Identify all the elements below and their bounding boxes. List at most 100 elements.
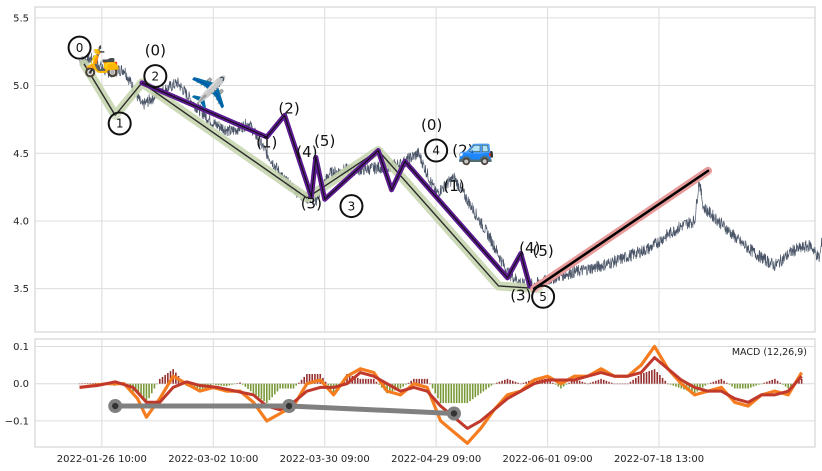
macd-hist-bar <box>584 382 586 384</box>
macd-hist-bar <box>725 382 728 384</box>
macd-hist-bar <box>439 383 442 404</box>
macd-hist-bar <box>215 383 217 385</box>
macd-hist-bar <box>458 383 461 404</box>
pivot-label: 4 <box>432 144 440 158</box>
macd-hist-bar <box>498 381 501 384</box>
macd-hist-bar <box>717 379 720 384</box>
macd-hist-bar <box>635 377 637 384</box>
macd-hist-bar <box>675 383 677 387</box>
wave-label: (5) <box>314 132 335 150</box>
vehicle-icon: 🚙 <box>458 132 495 167</box>
macd-hist-bar <box>597 379 600 384</box>
wave-label: (2) <box>452 142 473 160</box>
macd-hist-bar <box>94 382 97 384</box>
x-tick-label: 2022-07-18 13:00 <box>614 454 704 465</box>
macd-hist-bar <box>410 380 412 384</box>
macd-line <box>79 344 804 445</box>
macd-hist-bar <box>774 378 776 384</box>
price-y-tick-labels: 3.5 4.0 4.5 5.0 5.5 <box>13 13 29 295</box>
macd-hist-bar <box>223 383 225 386</box>
macd-hist-bar <box>247 383 249 390</box>
macd-hist-bar <box>715 380 717 384</box>
macd-hist-bar <box>89 383 92 384</box>
macd-hist-bar <box>699 383 701 390</box>
macd-hist-bar <box>164 374 166 384</box>
price-line <box>79 52 822 292</box>
macd-hist-bar <box>199 383 201 391</box>
macd-hist-bar <box>327 383 330 386</box>
macd-hist-bar <box>760 383 763 385</box>
macd-hist-bar <box>632 379 634 384</box>
macd-hist-bar <box>664 380 667 384</box>
macd-hist-bar <box>140 383 142 397</box>
macd-hist-bar <box>399 383 402 389</box>
pivot-circle <box>531 284 556 309</box>
macd-hist-bar <box>167 373 169 384</box>
wave-label: (0) <box>421 116 442 134</box>
macd-hist-bar <box>276 383 279 392</box>
macd-x-tick-labels: 2022-01-26 10:00 2022-03-02 10:00 2022-03-… <box>57 454 704 465</box>
macd-hist-bar <box>798 380 800 384</box>
macd-hist-bar <box>570 380 573 384</box>
macd-hist-bar <box>236 383 239 384</box>
macd-hist-bar <box>576 379 578 384</box>
macd-hist-bar <box>84 383 86 384</box>
macd-hist-bar <box>661 377 664 384</box>
macd-hist-bar <box>284 383 287 389</box>
macd-hist-bar <box>453 383 455 404</box>
macd-hist-bar <box>407 382 410 384</box>
macd-panel: 0.1 0.0 −0.1 2022-01-26 10:00 2022-03-02 10… <box>5 338 816 465</box>
macd-hist-bar <box>512 380 514 384</box>
pivot-label: 1 <box>116 117 124 131</box>
macd-hist-bar <box>81 383 84 385</box>
macd-hist-bar <box>790 383 792 387</box>
macd-hist-bar <box>239 382 241 384</box>
macd-hist-bar <box>378 383 380 385</box>
macd-hist-bar <box>771 379 774 384</box>
macd-hist-bar <box>613 383 616 385</box>
divergence-point-core <box>285 402 293 410</box>
price-y-tick-label: 3.5 <box>13 284 29 295</box>
macd-hist-bar <box>768 380 771 384</box>
macd-hist-bar <box>348 374 351 384</box>
macd-hist-bar <box>600 378 602 384</box>
macd-hist-bar <box>388 383 391 393</box>
macd-hist-bar <box>142 383 145 400</box>
macd-gridlines <box>35 339 815 447</box>
macd-hist-bar <box>469 383 471 402</box>
macd-hist-bar <box>474 383 477 398</box>
price-y-tick-label: 4.0 <box>13 216 29 227</box>
x-tick-label: 2022-01-26 10:00 <box>57 454 147 465</box>
macd-hist-bar <box>466 383 469 404</box>
wave-label: (3) <box>510 286 531 304</box>
macd-hist-bar <box>680 383 683 389</box>
macd-hist-bar <box>750 383 752 388</box>
macd-hist-bar <box>426 378 429 384</box>
macd-hist-bar <box>688 383 691 392</box>
macd-hist-bar <box>423 378 426 384</box>
macd-hist-bar <box>249 383 252 392</box>
macd-hist-bar <box>324 381 327 384</box>
macd-hist-bar <box>536 378 538 384</box>
macd-hist-bar <box>370 378 372 384</box>
macd-hist-bar <box>568 382 570 384</box>
macd-hist-bar <box>287 383 289 389</box>
macd-hist-bar <box>739 383 741 389</box>
macd-hist-bar <box>560 383 562 389</box>
macd-hist-bar <box>528 380 530 384</box>
macd-legend-text: MACD (12,26,9) <box>732 347 807 358</box>
macd-hist-bar <box>225 383 228 387</box>
x-tick-label: 2022-04-29 09:00 <box>391 454 481 465</box>
macd-hist-bar <box>402 383 404 387</box>
macd-hist-bar <box>525 381 527 384</box>
macd-hist-bar <box>800 378 803 384</box>
macd-hist-bar <box>397 383 399 390</box>
macd-hist-bar <box>159 378 161 384</box>
macd-hist-bar <box>268 383 271 401</box>
wave-label: (4) <box>296 143 317 161</box>
macd-hist-bar <box>490 383 493 386</box>
macd-hist-bar <box>413 378 415 384</box>
macd-hist-bar <box>672 383 675 386</box>
macd-hist-bar <box>621 383 624 385</box>
